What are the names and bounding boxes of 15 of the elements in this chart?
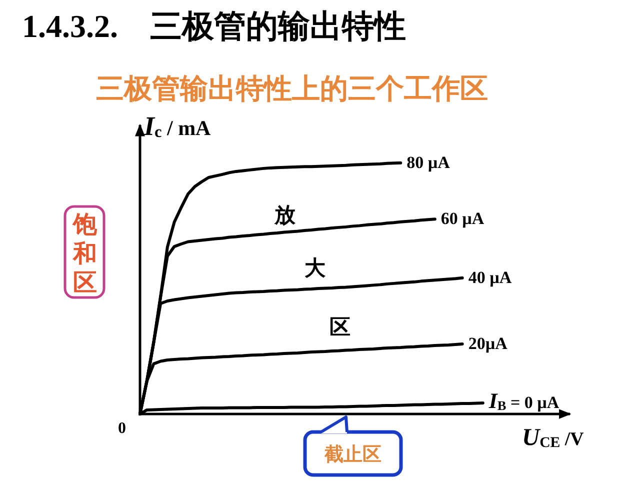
y-axis-title: I$_{c}$ / mA [143, 111, 212, 141]
text: 截止区 [324, 444, 382, 466]
annotation: 大 [304, 257, 326, 280]
annotation: 区 [330, 316, 350, 339]
chart-subtitle: 三极管输出特性上的三个工作区 [96, 73, 488, 104]
text: 饱和区 [72, 211, 98, 296]
series-label: 20µA [468, 334, 508, 353]
chart-title: 1.4.3.2. 三极管的输出特性 [22, 8, 406, 44]
annotation: 放 [274, 204, 296, 227]
series-label: 40 µA [468, 268, 512, 287]
series-label: I$_{B}$ = 0 µA [488, 388, 560, 413]
text: 0 [118, 420, 126, 437]
x-axis-title: U$_{CE}$ /V [522, 424, 584, 451]
series-label: 80 µA [406, 152, 451, 172]
series-label: 60 µA [440, 209, 485, 228]
